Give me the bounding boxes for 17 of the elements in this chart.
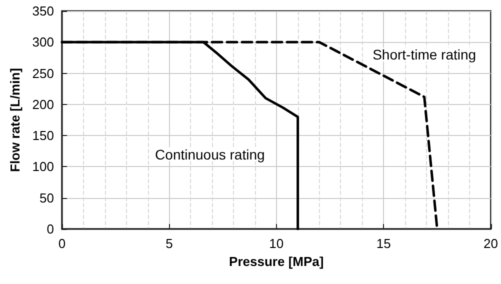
y-axis-title: Flow rate [L/min] xyxy=(7,68,22,172)
y-tick-label: 200 xyxy=(32,96,54,112)
text: Continuous rating xyxy=(155,146,265,162)
x-tick-label: 15 xyxy=(376,236,391,251)
y-tick-label: 0 xyxy=(46,222,54,236)
y-tick-label: 100 xyxy=(32,159,54,174)
x-tick-label: 20 xyxy=(484,236,498,251)
y-tick-label: 350 xyxy=(32,4,54,18)
y-tick-label: 50 xyxy=(40,190,54,206)
x-tick-label: 0 xyxy=(58,236,66,251)
y-tick-label: 300 xyxy=(32,34,54,50)
series-label: Short-time rating xyxy=(372,46,476,63)
y-tick-label: 150 xyxy=(32,128,54,144)
y-tick-label: 250 xyxy=(32,66,54,81)
x-tick-label: 5 xyxy=(166,236,173,251)
x-tick-label: 10 xyxy=(269,236,284,251)
x-axis-title: Pressure [MPa] xyxy=(229,254,324,269)
